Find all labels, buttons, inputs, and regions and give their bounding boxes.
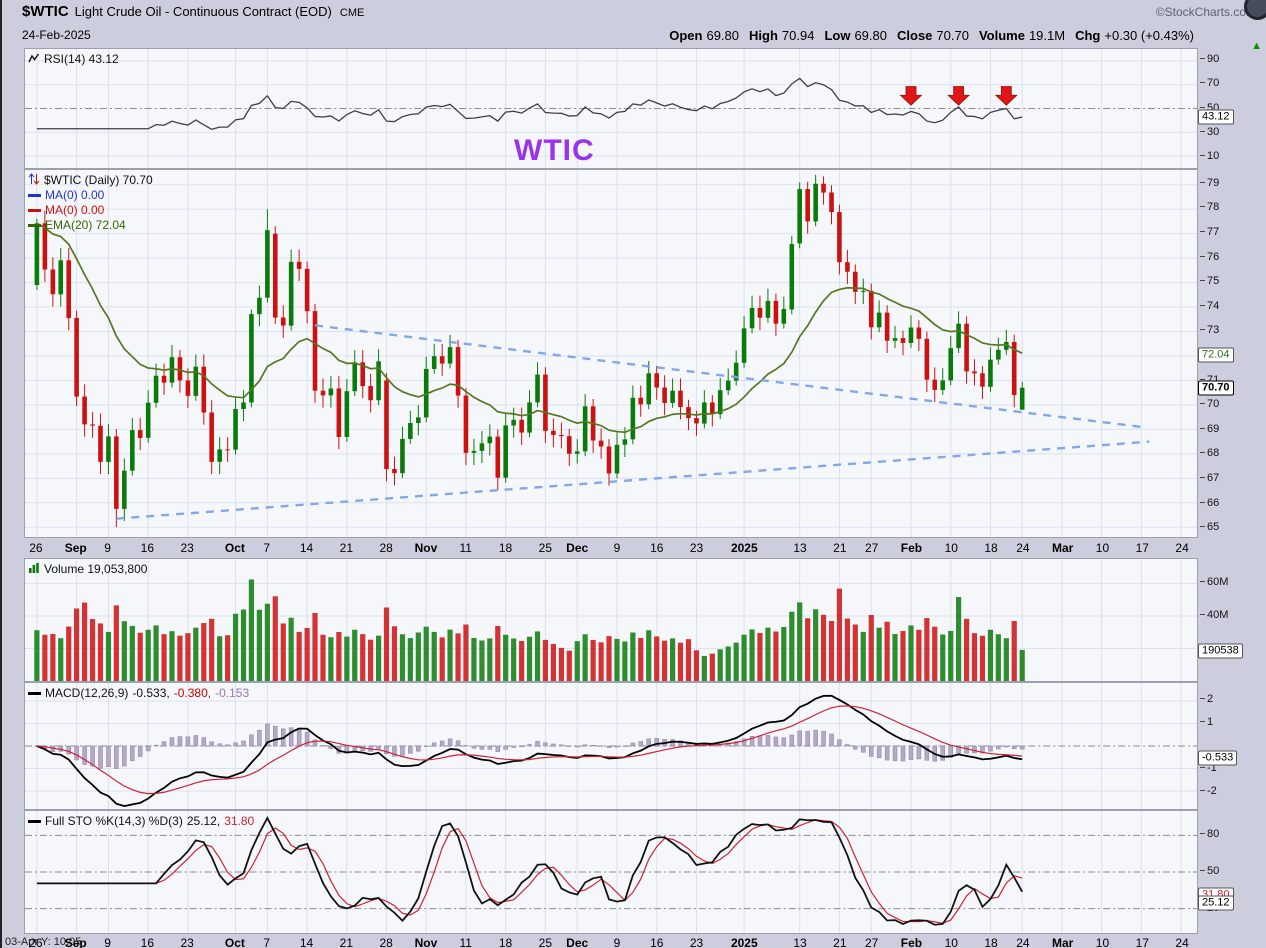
sto-value-k: 25.12,	[186, 814, 221, 828]
ma1-label: MA(0) 0.00	[45, 188, 105, 202]
macd-tag-text: -0.533	[1202, 751, 1234, 764]
exchange-label: CME	[339, 7, 365, 19]
ema-value-tag: 72.04	[1198, 347, 1234, 363]
rsi-icon	[28, 53, 40, 63]
ma1-legend: MA(0) 0.00	[28, 188, 153, 203]
price-plot	[25, 170, 1197, 537]
volume-icon	[29, 563, 39, 573]
candlestick-icon	[28, 173, 40, 185]
macd-plot	[25, 683, 1197, 809]
corner-widget-icon	[1244, 0, 1266, 20]
close-value: 70.70	[936, 27, 969, 43]
macd-value-1: -0.533,	[132, 686, 170, 700]
price-legend: $WTIC (Daily) 70.70 MA(0) 0.00 MA(0) 0.0…	[28, 173, 153, 233]
low-label: Low	[824, 27, 851, 43]
macd-panel	[24, 682, 1198, 810]
quote-row: 24-Feb-2025 Open 69.80 High 70.94 Low 69…	[22, 25, 1194, 45]
low-value: 69.80	[854, 27, 887, 43]
stochastics-legend: Full STO %K(14,3) %D(3) 25.12, 31.80	[28, 814, 254, 828]
volume-value-tag: 190538	[1198, 643, 1243, 658]
macd-color-dash	[28, 692, 41, 696]
rsi-legend: RSI(14) 43.12	[28, 52, 119, 66]
ema-legend: EMA(20) 72.04	[28, 218, 153, 233]
ema-tag-text: 72.04	[1202, 348, 1230, 361]
ema-label: EMA(20) 72.04	[45, 218, 126, 232]
volume-legend-label: Volume 19,053,800	[44, 562, 148, 576]
close-label: Close	[897, 27, 933, 43]
close-value-tag: 70.70	[1198, 380, 1234, 396]
change-up-arrow-icon: ▲	[1251, 40, 1262, 52]
rsi-value-tag: 43.12	[1198, 109, 1234, 125]
stochastics-k-tag: 25.12	[1198, 895, 1234, 911]
close-tag-text: 70.70	[1202, 381, 1230, 394]
instrument-name: Light Crude Oil - Continuous Contract (E…	[74, 4, 332, 19]
chart-date: 24-Feb-2025	[22, 28, 91, 42]
chg-label: Chg	[1075, 27, 1101, 43]
rsi-plot	[25, 49, 1197, 168]
sto-color-dash	[28, 820, 41, 824]
symbol-label: $WTIC	[22, 3, 69, 20]
wtic-watermark: WTIC	[514, 134, 595, 167]
volume-plot	[25, 559, 1197, 681]
volume-panel	[24, 558, 1198, 682]
price-legend-title: $WTIC (Daily) 70.70	[44, 173, 153, 187]
sto-k-tag-text: 25.12	[1202, 896, 1230, 909]
rsi-tag-text: 43.12	[1202, 110, 1230, 123]
macd-value-2: -0.380,	[173, 686, 212, 700]
corner-note: 03-Apr Y: 10.05	[5, 936, 82, 948]
price-panel	[24, 169, 1198, 538]
volume-label: Volume	[978, 27, 1025, 43]
sto-value-d: 31.80	[224, 814, 255, 828]
chart-header: $WTIC Light Crude Oil - Continuous Contr…	[2, 0, 1266, 48]
volume-tag-text: 190538	[1202, 644, 1239, 656]
volume-value: 19.1M	[1028, 27, 1066, 43]
sto-name: Full STO %K(14,3) %D(3)	[45, 814, 183, 828]
macd-name: MACD(12,26,9)	[45, 686, 129, 700]
title-row: $WTIC Light Crude Oil - Continuous Contr…	[22, 3, 1266, 25]
price-legend-title-row: $WTIC (Daily) 70.70	[28, 173, 153, 188]
open-label: Open	[669, 27, 703, 43]
rsi-legend-label: RSI(14) 43.12	[44, 52, 119, 66]
rsi-panel	[24, 48, 1198, 169]
date-axis: 26 Sep 9 16 23 Oct 7 14 21 28 Nov 11 18 25 Dec 9 16 23 202…	[29, 541, 1189, 555]
stockcharts-credit: ©StockCharts.com	[1155, 5, 1256, 19]
high-value: 70.94	[781, 27, 815, 43]
stochastics-panel	[24, 810, 1198, 934]
stochastics-plot	[25, 811, 1197, 933]
high-label: High	[749, 27, 778, 43]
chg-value: +0.30 (+0.43%)	[1104, 27, 1194, 43]
macd-value-3: -0.153	[215, 686, 250, 700]
volume-legend: Volume 19,053,800	[28, 562, 147, 576]
macd-value-tag: -0.533	[1198, 750, 1238, 766]
ma2-label: MA(0) 0.00	[45, 203, 105, 217]
macd-legend: MACD(12,26,9) -0.533, -0.380, -0.153	[28, 686, 249, 700]
ma2-legend: MA(0) 0.00	[28, 203, 153, 218]
date-axis-bottom: 26 Sep 9 16 23 Oct 7 14 21 28 Nov 11 18 25 Dec 9 16 23 202…	[29, 936, 1189, 948]
ema-color-dash	[28, 224, 41, 228]
ma1-color-dash	[28, 194, 41, 198]
open-value: 69.80	[706, 27, 740, 43]
ma2-color-dash	[28, 209, 41, 213]
